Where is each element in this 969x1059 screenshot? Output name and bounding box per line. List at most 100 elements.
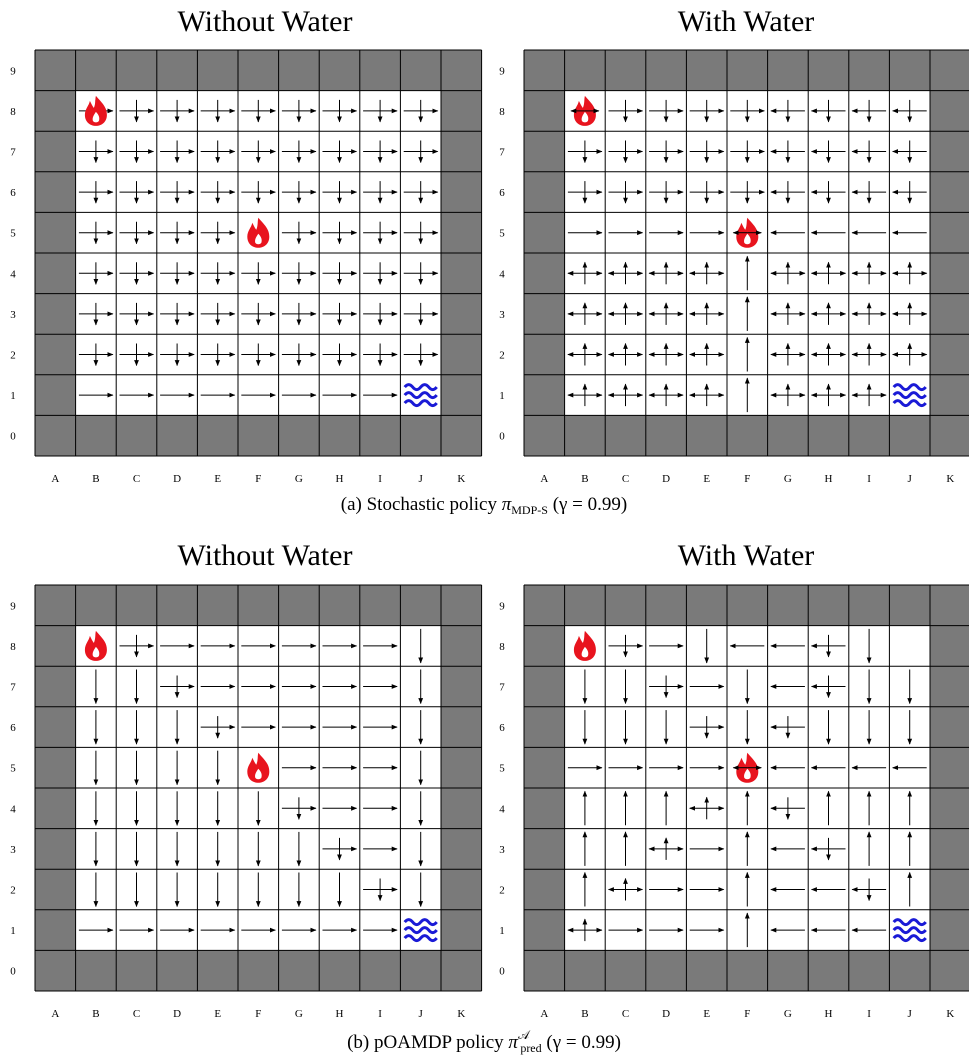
policy-arrow xyxy=(567,302,603,325)
wall-cell xyxy=(441,666,482,707)
wall-cell xyxy=(889,415,930,456)
wall-cell xyxy=(35,666,76,707)
wall-cell xyxy=(930,585,969,626)
column-label: J xyxy=(419,473,424,485)
policy-arrow xyxy=(689,99,725,123)
policy-arrow xyxy=(607,383,644,407)
row-label: 5 xyxy=(499,763,505,775)
policy-arrow xyxy=(892,342,928,366)
policy-arrow xyxy=(363,99,398,123)
policy-arrow xyxy=(403,302,439,326)
policy-arrow xyxy=(363,878,398,902)
wall-cell xyxy=(441,131,482,172)
policy-arrow xyxy=(200,343,236,367)
policy-arrow xyxy=(567,181,603,204)
policy-arrow xyxy=(689,342,725,366)
wall-cell xyxy=(524,869,565,910)
policy-arrow xyxy=(689,302,725,325)
policy-arrow xyxy=(363,343,398,367)
row-label: 5 xyxy=(10,763,16,775)
policy-arrow xyxy=(770,99,805,123)
wall-cell xyxy=(930,828,969,870)
wall-cell xyxy=(238,415,279,456)
policy-arrow xyxy=(810,181,846,204)
wall-cell xyxy=(319,50,360,91)
wall-cell xyxy=(727,950,768,991)
wall-cell xyxy=(524,585,565,626)
wall-cell xyxy=(441,706,482,748)
policy-arrow xyxy=(892,302,928,325)
policy-arrow xyxy=(648,383,684,407)
column-label: F xyxy=(744,473,750,485)
panel-title-bottom-right: With Water xyxy=(678,539,815,572)
policy-arrow xyxy=(810,675,846,699)
policy-arrow xyxy=(241,343,276,367)
policy-arrow xyxy=(649,181,684,204)
policy-arrow xyxy=(363,181,398,204)
policy-arrow xyxy=(200,262,236,285)
policy-arrow xyxy=(403,140,439,164)
wall-cell xyxy=(524,788,565,829)
wall-cell xyxy=(35,90,76,132)
wall-cell xyxy=(75,950,117,991)
policy-arrow xyxy=(281,302,317,326)
column-label: A xyxy=(540,473,548,485)
wall-cell xyxy=(767,585,809,626)
policy-arrow xyxy=(160,221,195,245)
row-label: 2 xyxy=(499,885,505,897)
wall-cell xyxy=(889,50,930,91)
wall-cell xyxy=(605,50,646,91)
policy-arrow xyxy=(689,383,725,407)
wall-cell xyxy=(35,131,76,172)
gridworld-panels: 9 8 7 6 5 4 3 2 1 0 A B C D E F G H I J K 9 8 7 6 5 4 3 2 1 0 A B C D E F G H I… xyxy=(10,49,969,1020)
wall-cell xyxy=(524,171,565,213)
wall-cell xyxy=(441,212,482,253)
column-label: C xyxy=(622,1008,629,1020)
wall-cell xyxy=(645,585,687,626)
column-label: G xyxy=(784,473,792,485)
policy-arrow xyxy=(78,302,114,326)
column-label: D xyxy=(662,1008,670,1020)
row-label: 8 xyxy=(499,106,505,118)
row-label: 6 xyxy=(10,187,16,199)
policy-arrow xyxy=(851,99,887,123)
policy-arrow xyxy=(200,181,236,204)
wall-cell xyxy=(156,50,198,91)
policy-arrow xyxy=(892,140,927,164)
wall-cell xyxy=(930,334,969,375)
policy-arrow xyxy=(78,181,114,204)
fire-icon xyxy=(732,752,762,783)
column-label: F xyxy=(255,473,261,485)
policy-arrow xyxy=(851,342,887,366)
wall-cell xyxy=(524,828,565,870)
policy-arrow xyxy=(851,383,887,407)
policy-arrow xyxy=(648,342,684,366)
policy-arrow xyxy=(363,302,398,326)
caption-b: (b) pOAMDP policy π𝒜 pred (γ = 0.99) xyxy=(347,1028,621,1055)
policy-arrow xyxy=(200,716,236,739)
panel-title-top-right: With Water xyxy=(678,5,815,38)
wall-cell xyxy=(75,585,117,626)
policy-arrow xyxy=(119,302,155,326)
wall-cell xyxy=(605,415,646,456)
wall-cell xyxy=(238,50,279,91)
row-label: 0 xyxy=(10,431,16,443)
row-label: 8 xyxy=(10,106,16,118)
wall-cell xyxy=(930,415,969,456)
policy-arrow xyxy=(607,302,644,325)
policy-arrow xyxy=(403,262,439,285)
wall-cell xyxy=(75,415,117,456)
row-label: 1 xyxy=(10,390,16,402)
wall-cell xyxy=(605,585,646,626)
wall-cell xyxy=(441,909,482,951)
policy-arrow xyxy=(851,302,887,325)
policy-arrow xyxy=(851,878,887,902)
wall-cell xyxy=(359,585,401,626)
policy-arrow xyxy=(200,140,236,164)
wall-cell xyxy=(930,706,969,748)
policy-arrow xyxy=(160,140,195,164)
wall-cell xyxy=(686,585,727,626)
wall-cell xyxy=(441,50,482,91)
wall-cell xyxy=(686,415,727,456)
wall-cell xyxy=(35,293,76,335)
